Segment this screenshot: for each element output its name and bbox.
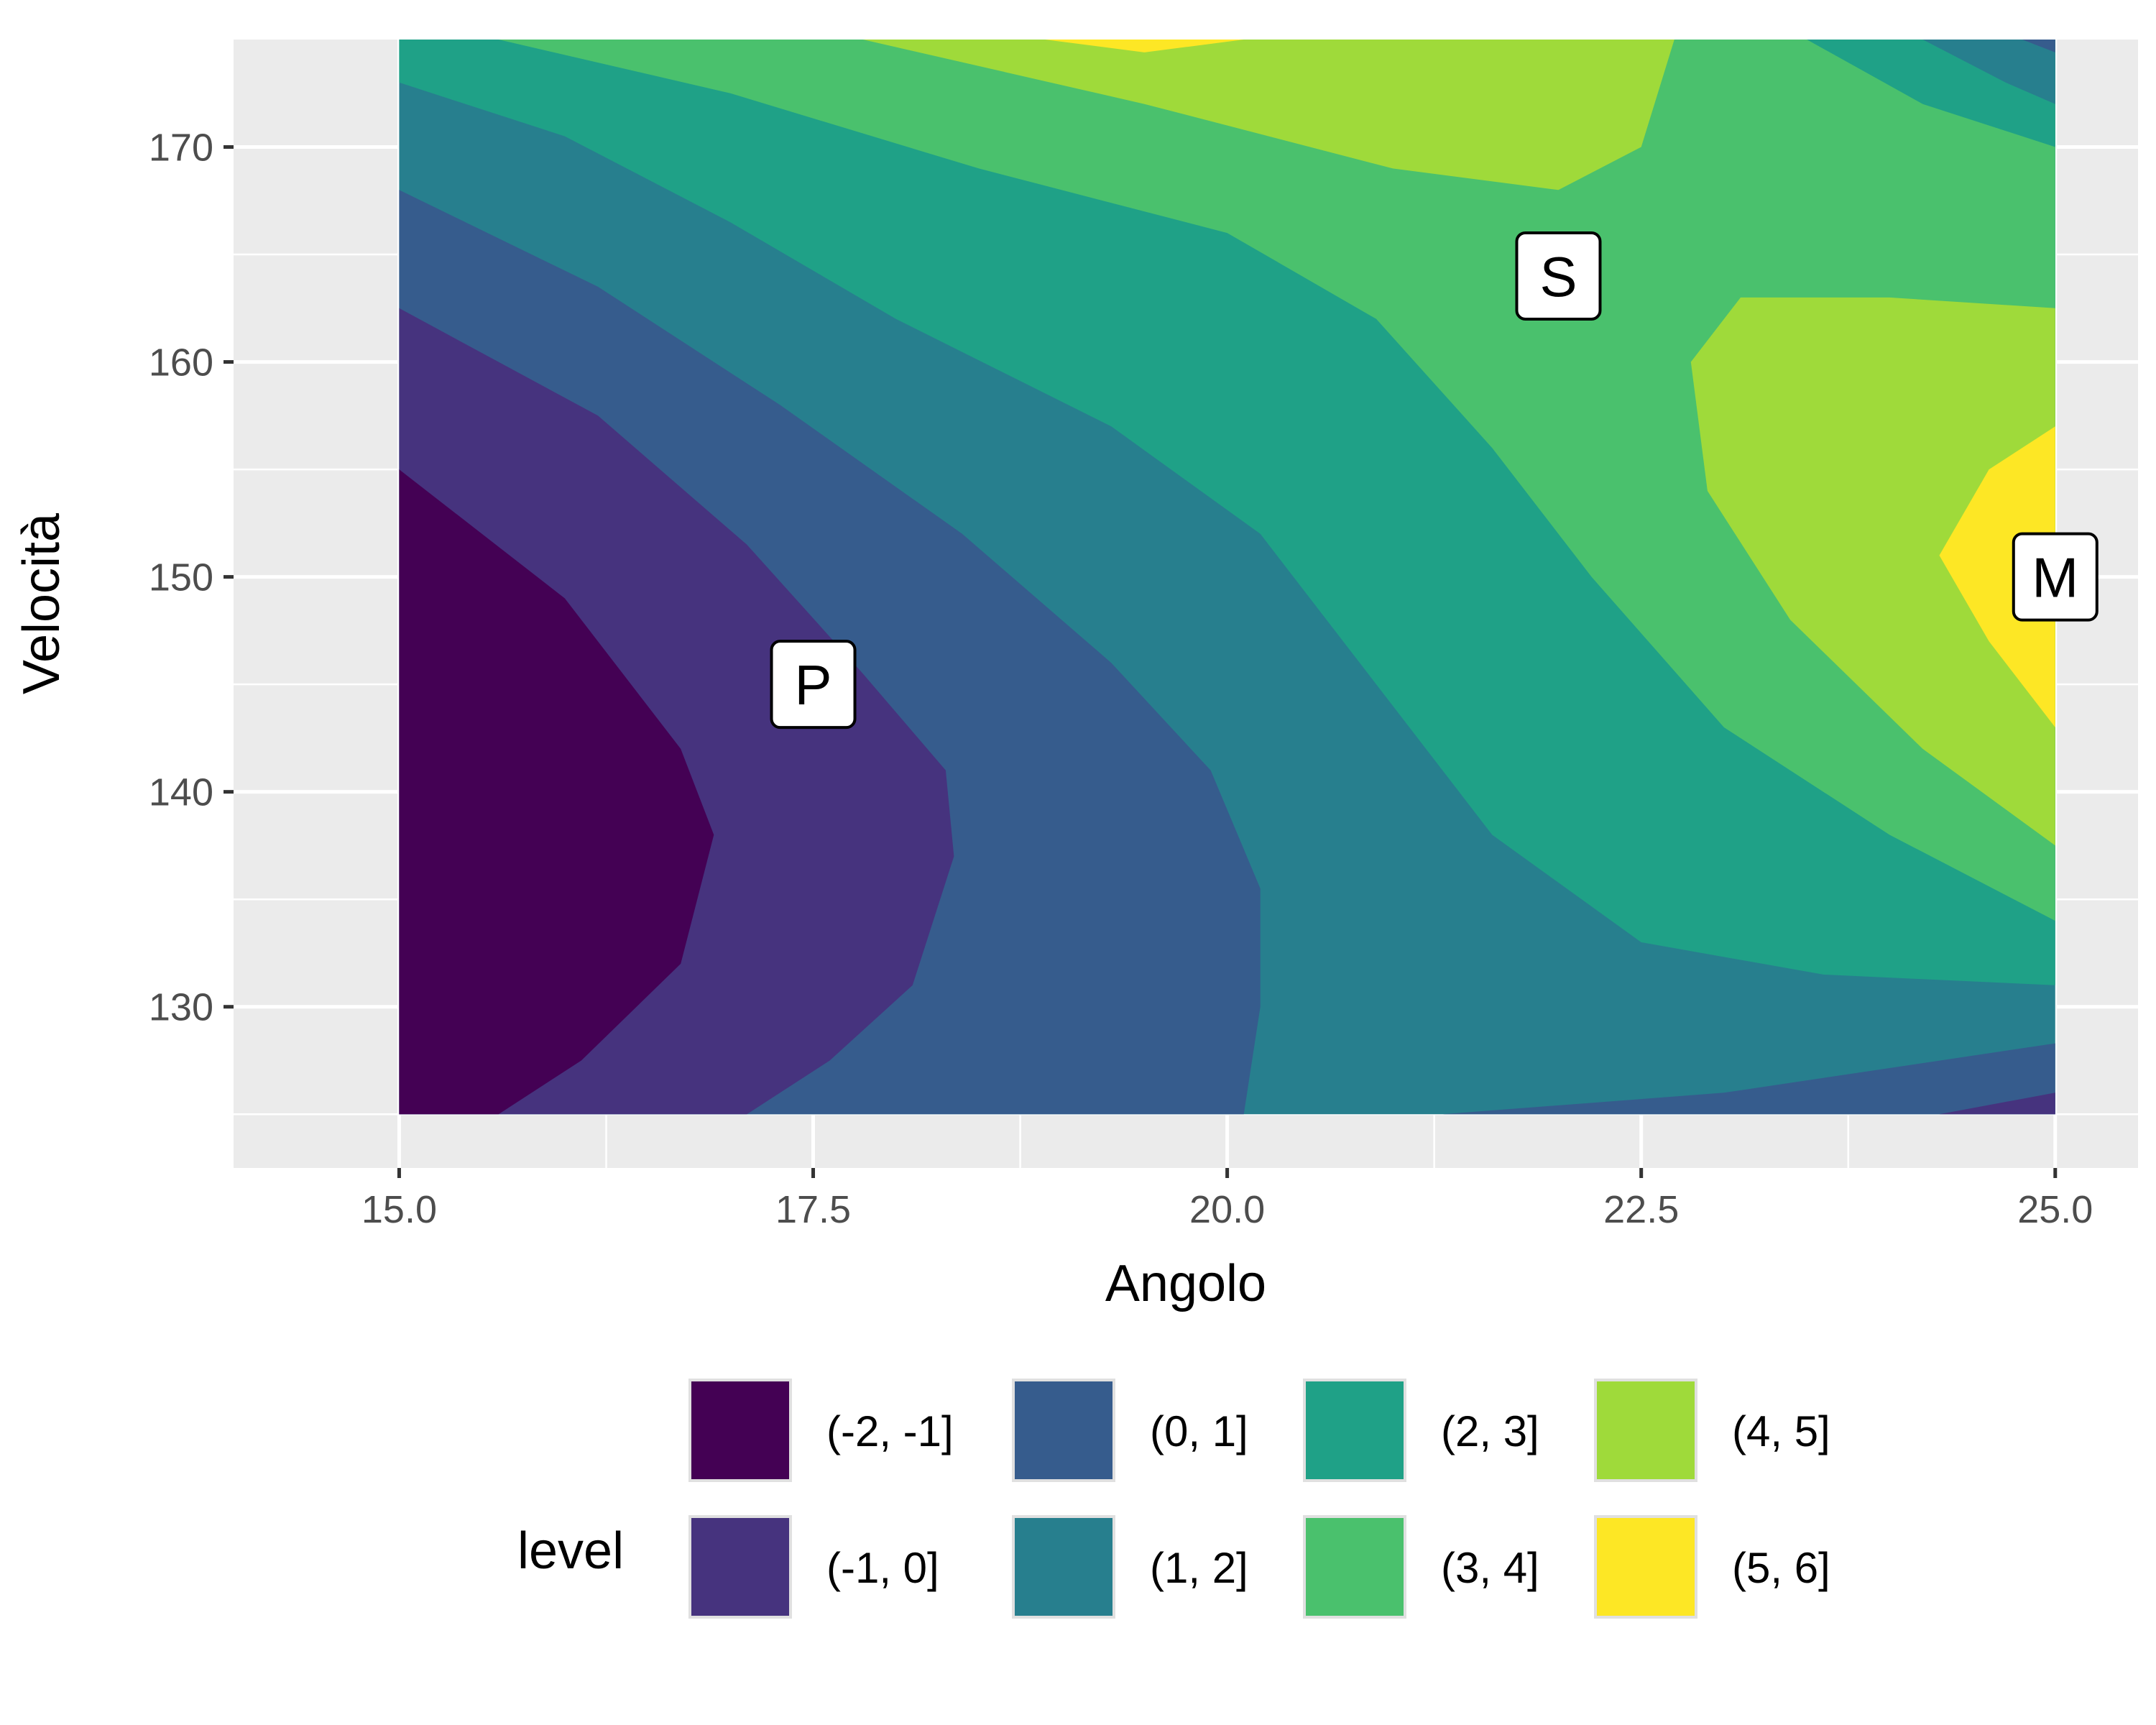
legend-item: (1, 2] — [1012, 1515, 1248, 1619]
legend-label: (0, 1] — [1150, 1407, 1248, 1455]
legend-key — [1303, 1379, 1406, 1482]
contour-band-3-4 — [399, 40, 2055, 921]
annotation-label-s: S — [1515, 231, 1602, 321]
annotation-label-p: P — [770, 640, 857, 730]
legend-item: (0, 1] — [1012, 1379, 1248, 1482]
annotation-text: S — [1539, 245, 1577, 308]
legend-key — [688, 1379, 792, 1482]
legend-label: (-1, 0] — [826, 1544, 939, 1592]
legend-label: (2, 3] — [1441, 1407, 1539, 1455]
annotation-label-m: M — [2012, 532, 2099, 622]
x-tick-label: 17.5 — [775, 1188, 851, 1231]
x-tick-label: 20.0 — [1189, 1188, 1265, 1231]
legend-item: (5, 6] — [1594, 1515, 1830, 1619]
annotation-box — [770, 640, 857, 730]
axes: Angolo Velocità 15.0 17.5 20.0 22.5 25.0 130 1… — [13, 126, 2093, 1312]
contour-band-neg1-0-bottom — [1939, 1092, 2055, 1115]
legend-key — [1303, 1515, 1406, 1619]
x-tick-label: 22.5 — [1603, 1188, 1679, 1231]
contour-band-5-6-top — [1045, 40, 1244, 52]
contour-band-5-6-right — [1939, 426, 2055, 727]
legend-item: (3, 4] — [1303, 1515, 1539, 1619]
legend-item: (-1, 0] — [688, 1515, 939, 1619]
x-tick-label: 25.0 — [2017, 1188, 2093, 1231]
legend: level (-2, -1] (-1, 0] (0, 1] (1, 2] (2, 3] (… — [517, 1379, 1830, 1619]
annotation-text: M — [2032, 546, 2078, 610]
legend-label: (1, 2] — [1150, 1544, 1248, 1592]
legend-item: (-2, -1] — [688, 1379, 954, 1482]
contour-band-0-1-bottom — [1442, 1043, 2055, 1115]
contour-fill-layer — [399, 40, 2055, 1115]
legend-item: (2, 3] — [1303, 1379, 1539, 1482]
contour-band-neg2-neg1 — [399, 469, 714, 1115]
annotations: P S M — [770, 231, 2099, 730]
legend-label: (5, 6] — [1732, 1544, 1830, 1592]
contour-band-4-5-top — [862, 40, 1674, 190]
legend-title: level — [517, 1522, 624, 1580]
legend-item: (4, 5] — [1594, 1379, 1830, 1482]
y-tick-label: 140 — [149, 771, 213, 814]
x-axis-title: Angolo — [1105, 1255, 1266, 1312]
legend-label: (3, 4] — [1441, 1544, 1539, 1592]
x-tick-label: 15.0 — [361, 1188, 437, 1231]
contour-band-1-2-corner — [1922, 40, 2055, 104]
legend-label: (4, 5] — [1732, 1407, 1830, 1455]
y-tick-label: 130 — [149, 986, 213, 1029]
y-tick-label: 150 — [149, 556, 213, 599]
annotation-text: P — [795, 653, 832, 717]
contour-band-0-1-corner — [2022, 40, 2055, 52]
legend-key — [688, 1515, 792, 1619]
legend-key — [1594, 1379, 1697, 1482]
legend-key — [1012, 1515, 1115, 1619]
legend-key — [1012, 1379, 1115, 1482]
annotation-box — [1515, 231, 1602, 321]
y-tick-label: 170 — [149, 126, 213, 170]
contour-band-4-5-right — [1690, 297, 2055, 846]
legend-label: (-2, -1] — [826, 1407, 954, 1455]
annotation-box — [2012, 532, 2099, 622]
legend-key — [1594, 1515, 1697, 1619]
y-axis-title: Velocità — [13, 512, 70, 694]
y-tick-label: 160 — [149, 341, 213, 385]
